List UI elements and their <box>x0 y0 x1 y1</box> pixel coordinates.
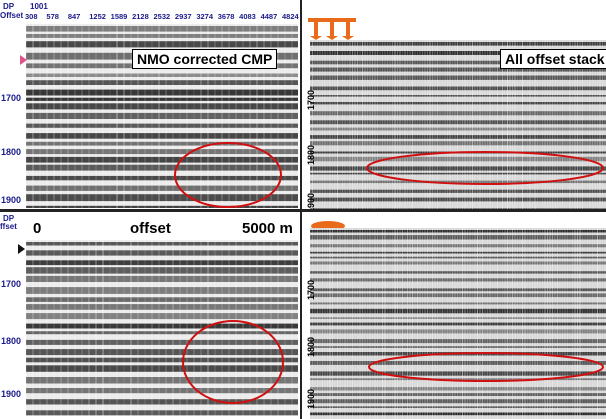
time-tick-label: 1700 <box>306 89 316 110</box>
offset-tick-label: 308 <box>25 12 38 21</box>
time-tick-label: 1900 <box>306 192 316 210</box>
derrick-icons <box>308 18 356 40</box>
time-tick-label: 1900 <box>1 389 22 399</box>
nmo-corrected-cmp-panel: DP 1001 Offset 308 578 847 1252 1589 2128 2532… <box>0 0 300 210</box>
offset-axis-start: 0 <box>33 220 42 237</box>
black-marker-icon <box>18 244 25 254</box>
panel-divider <box>0 209 606 212</box>
offset-gather-panel: DP ffset 0 offset 5000 m 1700 1800 1900 <box>0 212 300 419</box>
cdp-label: DP <box>3 2 15 11</box>
cdp-value: 1001 <box>30 2 48 11</box>
anomaly-ellipse <box>174 142 282 208</box>
offset-label: ffset <box>0 222 17 231</box>
time-tick-label: 1800 <box>306 144 316 165</box>
time-tick-label: 1700 <box>1 93 22 103</box>
offset-label: Offset <box>0 11 24 20</box>
anomaly-ellipse <box>366 151 604 185</box>
time-tick-label: 1800 <box>1 336 22 346</box>
time-tick-label: 1900 <box>306 388 316 409</box>
anomaly-ellipse <box>182 320 284 404</box>
offset-tick-label: 1252 <box>89 12 106 21</box>
offset-tick-label: 3274 <box>196 12 214 21</box>
offset-axis-title: offset <box>130 220 171 237</box>
offset-gather-wiggles <box>26 240 298 416</box>
offset-tick-label: 847 <box>67 12 81 21</box>
time-tick-label: 1700 <box>306 279 316 300</box>
offset-tick-label: 2937 <box>174 12 192 21</box>
offset-tick-label: 3678 <box>217 12 235 21</box>
offset-axis-end: 5000 m <box>242 220 293 237</box>
offset-tick-label: 1589 <box>110 12 128 21</box>
all-offset-stack-title: All offset stack <box>500 49 606 69</box>
nmo-corrected-cmp-title: NMO corrected CMP <box>132 49 278 69</box>
anomaly-ellipse <box>368 352 604 382</box>
offset-tick-label: 4824 <box>282 12 299 21</box>
all-offset-stack-panel: 1700 1800 1900 All offset stack <box>302 0 606 210</box>
stack-section-wiggles <box>310 228 606 419</box>
offset-tick-label: 2532 <box>153 12 171 21</box>
offset-tick-label: 578 <box>46 12 59 21</box>
time-tick-label: 1900 <box>1 195 22 205</box>
time-tick-label: 1800 <box>1 147 22 157</box>
offset-tick-label: 4083 <box>239 12 256 21</box>
pink-marker-icon <box>20 55 27 65</box>
time-tick-label: 1700 <box>1 279 22 289</box>
time-tick-label: 1800 <box>306 336 316 357</box>
stack-section-panel: 1700 1800 1900 <box>302 212 606 419</box>
offset-tick-label: 2128 <box>132 12 149 21</box>
offset-tick-label: 4487 <box>260 12 278 21</box>
cdp-label: DP <box>3 214 15 223</box>
